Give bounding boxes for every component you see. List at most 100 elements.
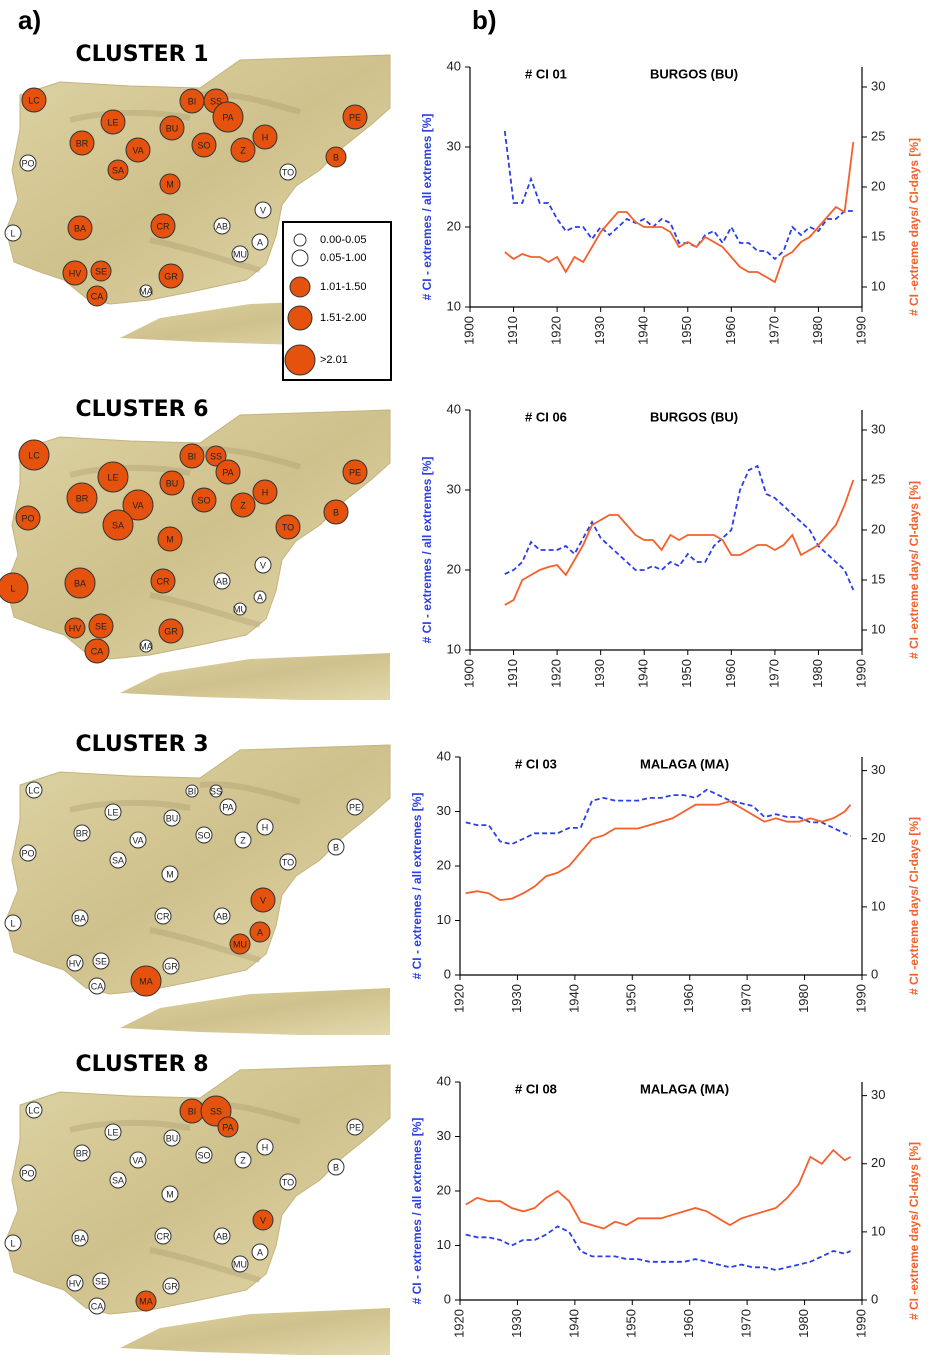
x-tick-label: 1900 [461, 316, 476, 345]
chart-subtitle: BURGOS (BU) [650, 409, 738, 424]
x-tick-label: 1960 [681, 1309, 696, 1338]
station-label: HV [69, 958, 82, 968]
station-label: PA [222, 1122, 233, 1132]
station-label: MA [139, 286, 153, 296]
station-label: AB [216, 1231, 228, 1241]
y-tick-label: 20 [447, 561, 461, 576]
station-label: BA [74, 1233, 86, 1243]
station-label: BI [188, 451, 197, 461]
y2-tick-label: 20 [871, 830, 885, 845]
panel-label: a) [18, 5, 41, 35]
station-label: BI [188, 1106, 197, 1116]
station-label: TO [282, 857, 294, 867]
station-label: MU [233, 249, 247, 259]
y2-tick-label: 25 [871, 128, 885, 143]
station-label: PE [349, 1122, 361, 1132]
station-label: GR [164, 626, 178, 636]
station-label: H [262, 822, 269, 832]
y-axis-label: # CI - extremes / all extremes [%] [420, 114, 434, 301]
x-tick-label: 1940 [636, 316, 651, 345]
x-tick-label: 1900 [461, 659, 476, 688]
x-tick-label: 1930 [592, 659, 607, 688]
y-axis-label: # CI - extremes / all extremes [%] [410, 793, 424, 980]
station-label: BA [74, 913, 86, 923]
legend-label: 1.51-2.00 [320, 312, 366, 324]
station-label: B [333, 842, 339, 852]
x-tick-label: 1930 [509, 1309, 524, 1338]
x-tick-label: 1960 [723, 659, 738, 688]
station-label: BI [188, 96, 197, 106]
station-label: SE [95, 621, 107, 631]
station-label: SA [112, 1175, 124, 1185]
x-tick-label: 1980 [810, 316, 825, 345]
station-label: BR [76, 138, 89, 148]
y-tick-label: 10 [437, 912, 451, 927]
station-label: PA [222, 467, 233, 477]
station-label: BR [76, 1148, 89, 1158]
axis-frame [460, 1082, 862, 1300]
station-label: LC [28, 95, 40, 105]
station-label: CA [91, 291, 104, 301]
y-tick-label: 0 [444, 966, 451, 981]
station-label: LE [107, 117, 118, 127]
y-tick-label: 30 [437, 1128, 451, 1143]
station-label: SE [95, 1276, 107, 1286]
station-label: CA [91, 646, 104, 656]
station-label: SE [95, 266, 107, 276]
station-label: LE [107, 807, 118, 817]
x-tick-label: 1920 [549, 659, 564, 688]
station-label: MA [139, 1296, 153, 1306]
station-label: BU [166, 813, 179, 823]
x-tick-label: 1980 [796, 984, 811, 1013]
station-label: VA [132, 145, 143, 155]
x-tick-label: 1980 [810, 659, 825, 688]
station-label: Z [240, 500, 246, 510]
x-tick-label: 1910 [505, 659, 520, 688]
station-label: GR [164, 271, 178, 281]
station-label: VA [132, 1155, 143, 1165]
y2-tick-label: 10 [871, 278, 885, 293]
y-tick-label: 30 [437, 803, 451, 818]
station-label: MA [139, 641, 153, 651]
y-tick-label: 20 [447, 218, 461, 233]
y2-tick-label: 20 [871, 1155, 885, 1170]
station-label: HV [69, 268, 82, 278]
y2-tick-label: 20 [871, 178, 885, 193]
x-tick-label: 1960 [681, 984, 696, 1013]
station-label: M [166, 869, 174, 879]
station-label: SA [112, 855, 124, 865]
station-label: MU [233, 604, 247, 614]
station-label: SA [112, 520, 124, 530]
map-title: CLUSTER 1 [75, 42, 208, 67]
station-label: V [260, 560, 266, 570]
station-label: BR [76, 493, 89, 503]
x-tick-label: 1970 [766, 659, 781, 688]
station-label: PO [21, 513, 34, 523]
x-tick-label: 1990 [853, 984, 868, 1013]
station-label: H [262, 132, 269, 142]
station-label: PA [222, 112, 233, 122]
legend-label: 1.01-1.50 [320, 281, 366, 293]
station-label: A [257, 592, 263, 602]
station-label: A [257, 927, 263, 937]
x-tick-label: 1950 [679, 316, 694, 345]
station-label: B [333, 507, 339, 517]
x-tick-label: 1940 [636, 659, 651, 688]
map-title: CLUSTER 6 [75, 397, 208, 422]
station-label: PO [21, 158, 34, 168]
series-line [505, 480, 854, 605]
station-label: SO [197, 830, 210, 840]
x-tick-label: 1910 [505, 316, 520, 345]
x-tick-label: 1990 [853, 659, 868, 688]
y-tick-label: 10 [447, 298, 461, 313]
y2-tick-label: 30 [871, 78, 885, 93]
x-tick-label: 1990 [853, 1309, 868, 1338]
station-label: CR [157, 576, 170, 586]
y2-tick-label: 0 [871, 966, 878, 981]
legend-label: 0.05-1.00 [320, 252, 366, 264]
station-label: L [10, 583, 15, 593]
chart-subtitle: MALAGA (MA) [640, 1081, 729, 1096]
y-tick-label: 10 [447, 641, 461, 656]
station-label: SS [210, 1106, 222, 1116]
